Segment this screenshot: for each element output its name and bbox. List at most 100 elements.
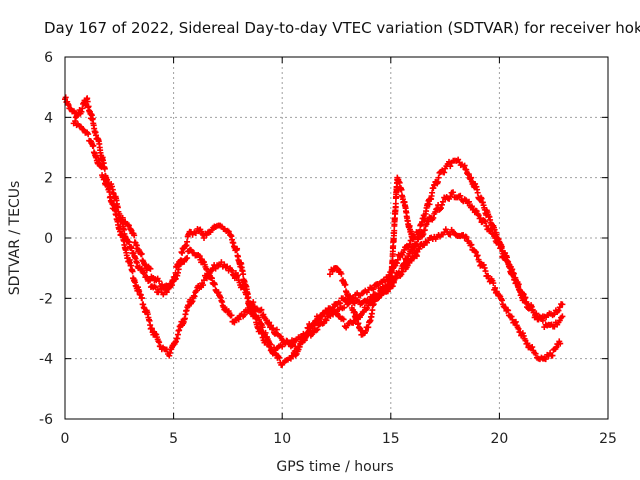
data-point xyxy=(234,272,241,279)
data-point xyxy=(476,258,483,265)
data-point xyxy=(524,340,531,347)
data-point xyxy=(129,268,136,275)
data-point xyxy=(488,226,495,233)
x-tick-label: 10 xyxy=(273,431,291,447)
data-point xyxy=(85,131,92,138)
x-tick-label: 0 xyxy=(61,431,70,447)
data-point xyxy=(411,242,418,249)
x-axis-label: GPS time / hours xyxy=(276,459,393,475)
data-point xyxy=(532,350,539,357)
data-point xyxy=(439,198,446,205)
y-tick-labels: -6 -4 -2 0 2 4 6 xyxy=(39,50,53,428)
data-point xyxy=(276,354,283,361)
data-point xyxy=(296,343,303,350)
data-point xyxy=(167,281,174,288)
data-point xyxy=(364,305,371,312)
x-tick-label: 20 xyxy=(490,431,508,447)
data-point xyxy=(229,267,236,274)
data-point xyxy=(273,326,280,333)
data-points xyxy=(62,94,566,368)
x-tick-labels: 0 5 10 15 20 25 xyxy=(61,431,617,447)
data-point xyxy=(351,300,358,307)
y-tick-label: 0 xyxy=(44,231,53,247)
data-point xyxy=(514,279,521,286)
data-point xyxy=(288,353,295,360)
x-tick-label: 15 xyxy=(382,431,400,447)
data-point xyxy=(101,165,108,172)
data-point xyxy=(98,164,105,171)
data-point xyxy=(520,332,527,339)
data-point xyxy=(370,286,377,293)
data-point xyxy=(354,315,361,322)
data-point xyxy=(362,327,369,334)
data-point xyxy=(323,317,330,324)
data-point xyxy=(394,256,401,263)
data-point xyxy=(235,316,242,323)
data-point xyxy=(555,307,562,314)
data-point xyxy=(559,313,566,320)
data-point xyxy=(480,261,487,268)
data-point xyxy=(505,307,512,314)
data-point xyxy=(228,312,235,319)
data-point xyxy=(463,234,470,241)
data-point xyxy=(193,287,200,294)
data-point xyxy=(437,205,444,212)
data-point xyxy=(329,268,336,275)
y-tick-label: 6 xyxy=(44,50,53,66)
data-point xyxy=(125,222,132,229)
data-point xyxy=(474,252,481,259)
data-point xyxy=(520,291,527,298)
axis-ticks xyxy=(64,56,609,420)
data-point xyxy=(365,324,372,331)
data-point xyxy=(338,270,345,277)
data-point xyxy=(397,271,404,278)
data-point xyxy=(72,118,79,125)
data-point xyxy=(270,325,277,332)
data-point xyxy=(314,326,321,333)
grid-layer xyxy=(65,57,608,419)
data-point xyxy=(241,311,248,318)
data-point xyxy=(522,294,529,301)
data-point xyxy=(447,193,454,200)
data-point xyxy=(200,282,207,289)
data-point xyxy=(468,203,475,210)
data-point xyxy=(529,344,536,351)
data-point xyxy=(437,206,444,213)
data-point xyxy=(225,308,232,315)
data-point xyxy=(251,303,258,310)
data-point xyxy=(258,306,265,313)
data-point xyxy=(348,296,355,303)
y-tick-label: -2 xyxy=(39,291,53,307)
data-point xyxy=(393,274,400,281)
data-point xyxy=(240,271,247,278)
data-point xyxy=(406,241,413,248)
data-point xyxy=(483,222,490,229)
data-point xyxy=(340,316,347,323)
data-point xyxy=(119,214,126,221)
data-point xyxy=(528,303,535,310)
data-point xyxy=(529,306,536,313)
data-point xyxy=(212,265,219,272)
y-tick-label: -4 xyxy=(39,352,53,368)
data-point xyxy=(131,232,138,239)
data-point xyxy=(410,236,417,243)
data-point xyxy=(512,318,519,325)
data-point xyxy=(147,265,154,272)
y-axis-label: SDTVAR / TECUs xyxy=(7,181,23,296)
data-point xyxy=(211,281,218,288)
data-point xyxy=(524,300,531,307)
data-point xyxy=(435,174,442,181)
data-point xyxy=(482,218,489,225)
data-point xyxy=(499,297,506,304)
data-point xyxy=(426,201,433,208)
data-point xyxy=(508,313,515,320)
y-tick-label: 4 xyxy=(44,110,53,126)
data-point xyxy=(557,340,564,347)
data-point xyxy=(290,339,297,346)
data-point xyxy=(139,295,146,302)
data-point xyxy=(228,266,235,273)
data-point xyxy=(559,301,566,308)
data-point xyxy=(530,309,537,316)
data-point xyxy=(413,253,420,260)
